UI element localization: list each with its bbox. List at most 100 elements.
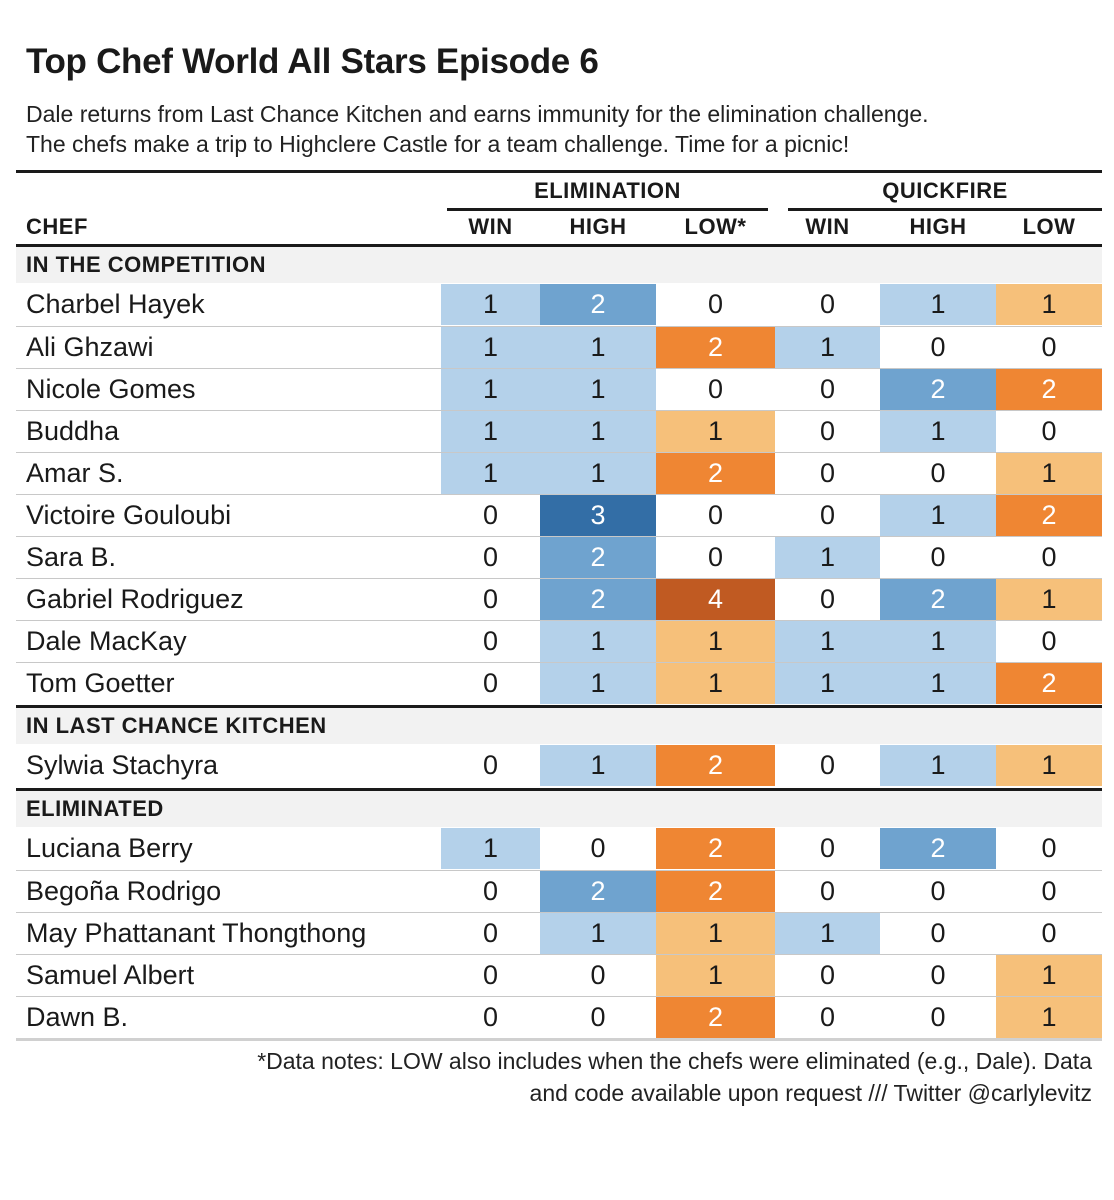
- value-cell: 2: [540, 284, 656, 325]
- group-header-in-last-chance-kitchen: IN LAST CHANCE KITCHEN: [16, 708, 1102, 744]
- value-cell: 0: [819, 500, 836, 530]
- value-cell: 0: [1041, 332, 1057, 362]
- value-cell: 1: [880, 663, 996, 704]
- value-cell: 0: [819, 960, 836, 990]
- chef-name: Samuel Albert: [26, 960, 195, 990]
- value-cell: 1: [775, 537, 880, 578]
- value-cell: 1: [441, 828, 540, 869]
- value-cell: 1: [880, 411, 996, 452]
- value-cell: 0: [819, 584, 836, 614]
- value-cell: 0: [1041, 918, 1057, 948]
- group-divider: [16, 705, 1102, 708]
- value-cell: 1: [540, 327, 656, 368]
- chef-name: Sara B.: [26, 542, 117, 572]
- table-row: Samuel Albert 0 0 1 0 0 1: [16, 954, 1102, 996]
- value-cell: 0: [590, 1002, 606, 1032]
- table-row: Begoña Rodrigo 0 2 2 0 0 0: [16, 870, 1102, 912]
- value-cell: 0: [819, 289, 836, 319]
- table-row: May Phattanant Thongthong 0 1 1 1 0 0: [16, 912, 1102, 954]
- value-cell: 1: [775, 913, 880, 954]
- value-cell: 1: [441, 453, 540, 494]
- group-divider: [16, 788, 1102, 791]
- value-cell: 1: [656, 663, 775, 704]
- spanner-line-elimination: [447, 208, 768, 211]
- table-row: Tom Goetter 0 1 1 1 1 2: [16, 662, 1102, 704]
- value-cell: 0: [819, 374, 836, 404]
- value-cell: 2: [880, 579, 996, 620]
- chart-title: Top Chef World All Stars Episode 6: [26, 42, 599, 81]
- value-cell: 2: [656, 871, 775, 912]
- value-cell: 1: [540, 369, 656, 410]
- table-row: Luciana Berry 1 0 2 0 2 0: [16, 828, 1102, 870]
- column-header-quickfire-high: HIGH: [909, 214, 967, 239]
- column-header-elimination-low: LOW*: [684, 214, 747, 239]
- value-cell: 0: [819, 833, 836, 863]
- chef-name: Amar S.: [26, 458, 124, 488]
- value-cell: 2: [656, 745, 775, 786]
- value-cell: 0: [1041, 542, 1057, 572]
- chef-name: Sylwia Stachyra: [26, 750, 219, 780]
- value-cell: 1: [996, 579, 1102, 620]
- table-row: Charbel Hayek 1 2 0 0 1 1: [16, 284, 1102, 326]
- value-cell: 1: [775, 327, 880, 368]
- value-cell: 0: [590, 960, 606, 990]
- value-cell: 0: [482, 960, 499, 990]
- table-row: Sara B. 0 2 0 1 0 0: [16, 536, 1102, 578]
- value-cell: 1: [880, 621, 996, 662]
- value-cell: 1: [656, 955, 775, 996]
- spanner-elimination: ELIMINATION: [534, 178, 681, 203]
- value-cell: 1: [540, 745, 656, 786]
- value-cell: 1: [996, 284, 1102, 325]
- value-cell: 0: [707, 542, 724, 572]
- value-cell: 1: [441, 411, 540, 452]
- value-cell: 2: [540, 537, 656, 578]
- group-header-in-the-competition: IN THE COMPETITION: [16, 247, 1102, 283]
- value-cell: 1: [441, 327, 540, 368]
- value-cell: 0: [590, 833, 606, 863]
- chef-name: Dale MacKay: [26, 626, 187, 656]
- table-row: Victoire Gouloubi 0 3 0 0 1 2: [16, 494, 1102, 536]
- value-cell: 0: [482, 876, 499, 906]
- footnote-line-1: *Data notes: LOW also includes when the …: [257, 1048, 1092, 1074]
- value-cell: 1: [441, 369, 540, 410]
- chef-name: Gabriel Rodriguez: [26, 584, 244, 614]
- chef-name: Luciana Berry: [26, 833, 193, 863]
- value-cell: 1: [880, 284, 996, 325]
- chef-name: Dawn B.: [26, 1002, 129, 1032]
- value-cell: 4: [656, 579, 775, 620]
- value-cell: 2: [880, 828, 996, 869]
- group-label: IN LAST CHANCE KITCHEN: [26, 713, 327, 738]
- value-cell: 2: [996, 495, 1102, 536]
- value-cell: 1: [775, 663, 880, 704]
- value-cell: 0: [1041, 876, 1057, 906]
- value-cell: 0: [930, 1002, 946, 1032]
- value-cell: 0: [482, 750, 499, 780]
- chef-name: Victoire Gouloubi: [26, 500, 232, 530]
- value-cell: 1: [880, 495, 996, 536]
- chef-name: Begoña Rodrigo: [26, 876, 222, 906]
- subtitle-line-2: The chefs make a trip to Highclere Castl…: [26, 131, 850, 157]
- value-cell: 2: [996, 663, 1102, 704]
- header-rule: [16, 244, 1102, 247]
- column-header-chef: CHEF: [26, 214, 88, 239]
- value-cell: 0: [819, 750, 836, 780]
- value-cell: 0: [930, 542, 946, 572]
- value-cell: 1: [996, 745, 1102, 786]
- value-cell: 1: [656, 913, 775, 954]
- value-cell: 1: [540, 453, 656, 494]
- value-cell: 0: [482, 500, 499, 530]
- value-cell: 2: [656, 997, 775, 1038]
- group-label: IN THE COMPETITION: [26, 252, 266, 277]
- value-cell: 0: [930, 960, 946, 990]
- table-row: Amar S. 1 1 2 0 0 1: [16, 452, 1102, 494]
- value-cell: 2: [656, 453, 775, 494]
- table-row: Dawn B. 0 0 2 0 0 1: [16, 996, 1102, 1038]
- value-cell: 0: [482, 626, 499, 656]
- value-cell: 0: [819, 876, 836, 906]
- value-cell: 0: [819, 1002, 836, 1032]
- chef-name: May Phattanant Thongthong: [26, 918, 367, 948]
- value-cell: 0: [930, 332, 946, 362]
- value-cell: 1: [775, 621, 880, 662]
- value-cell: 0: [930, 458, 946, 488]
- table-row: Sylwia Stachyra 0 1 2 0 1 1: [16, 745, 1102, 787]
